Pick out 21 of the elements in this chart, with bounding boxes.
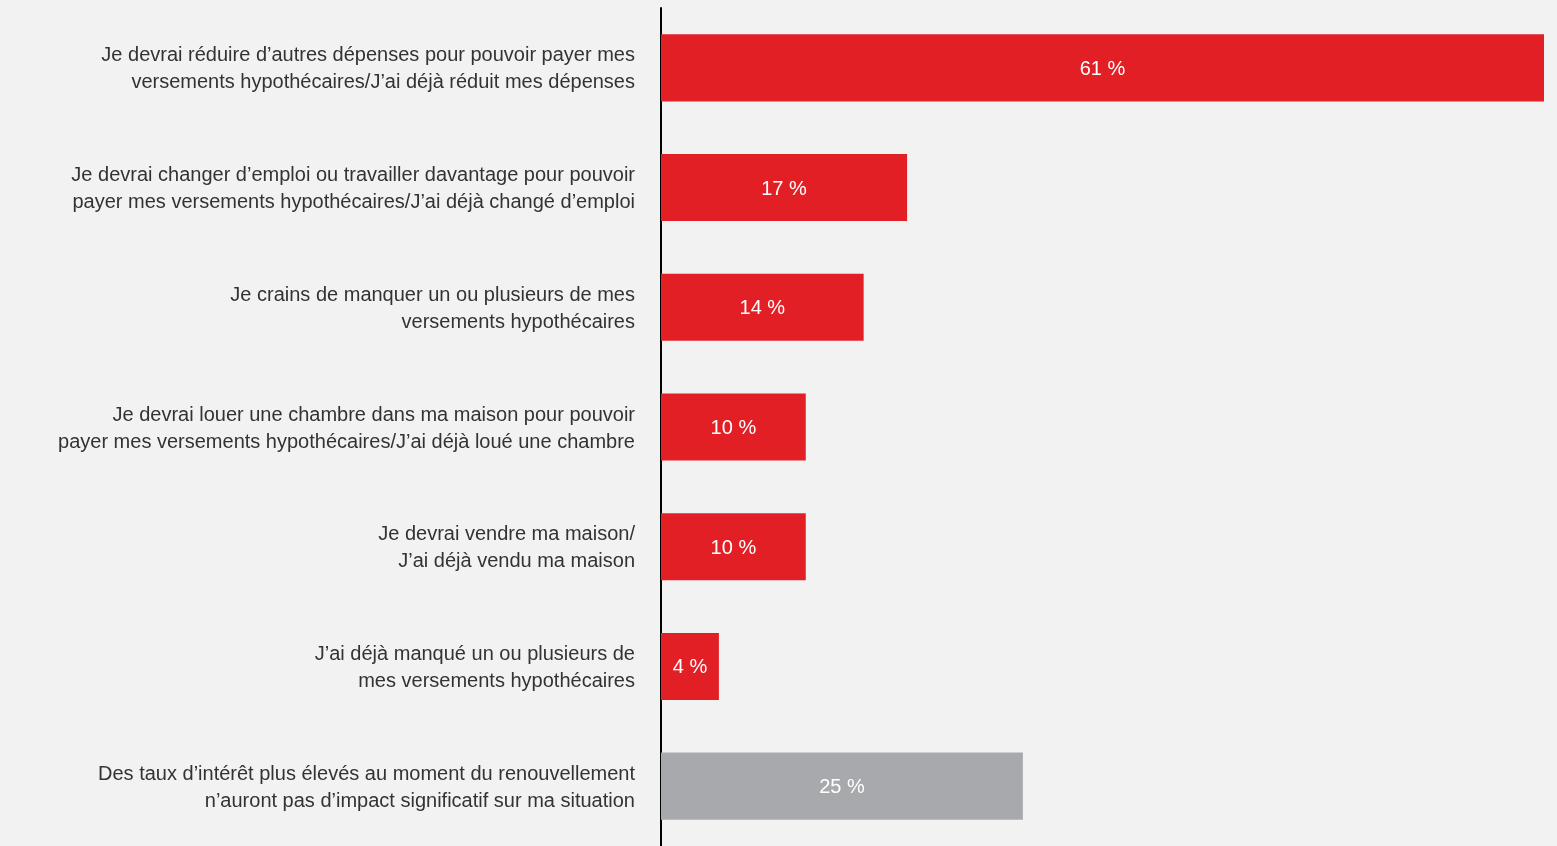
y-tick-label: Je crains de manquer un ou plusieurs de mes versements hypothécaires xyxy=(230,282,635,332)
y-tick-label: Je devrai changer d’emploi ou travailler davantage pour pouvoir payer mes versements hypothécaires/J’ai déjà changé d’emploi xyxy=(71,163,636,213)
data-label: 61 % xyxy=(1079,56,1126,79)
y-tick-label: Je devrai vendre ma maison/ J’ai déjà vendu ma maison xyxy=(378,522,636,572)
y-tick-label: Je devrai louer une chambre dans ma maison pour pouvoir payer mes versements hypothécaires/J’ai déjà loué une chambre xyxy=(58,402,636,452)
data-label: 10 % xyxy=(710,416,757,438)
bar xyxy=(661,273,864,341)
bar xyxy=(661,752,1023,820)
data-label: 4 % xyxy=(672,655,708,678)
bar xyxy=(661,632,719,700)
data-label: 10 % xyxy=(710,535,757,558)
y-tick-label: J’ai déjà manqué un ou plusieurs de mes versements hypothécaires xyxy=(314,641,635,691)
bar xyxy=(661,393,806,461)
bar xyxy=(661,34,1544,102)
bar xyxy=(661,154,908,222)
data-label: 14 % xyxy=(739,296,786,319)
y-tick-label: Je devrai réduire d’autres dépenses pour pouvoir payer mes versements hypothécaires/J’ai déjà réduit mes dépenses xyxy=(101,43,635,93)
bar xyxy=(661,513,806,581)
y-tick-label: Des taux d’intérêt plus élevés au moment du renouvellement n’auront pas d’impact significatif sur ma situation xyxy=(98,761,636,811)
data-label: 17 % xyxy=(761,176,808,199)
data-label: 25 % xyxy=(819,775,865,798)
